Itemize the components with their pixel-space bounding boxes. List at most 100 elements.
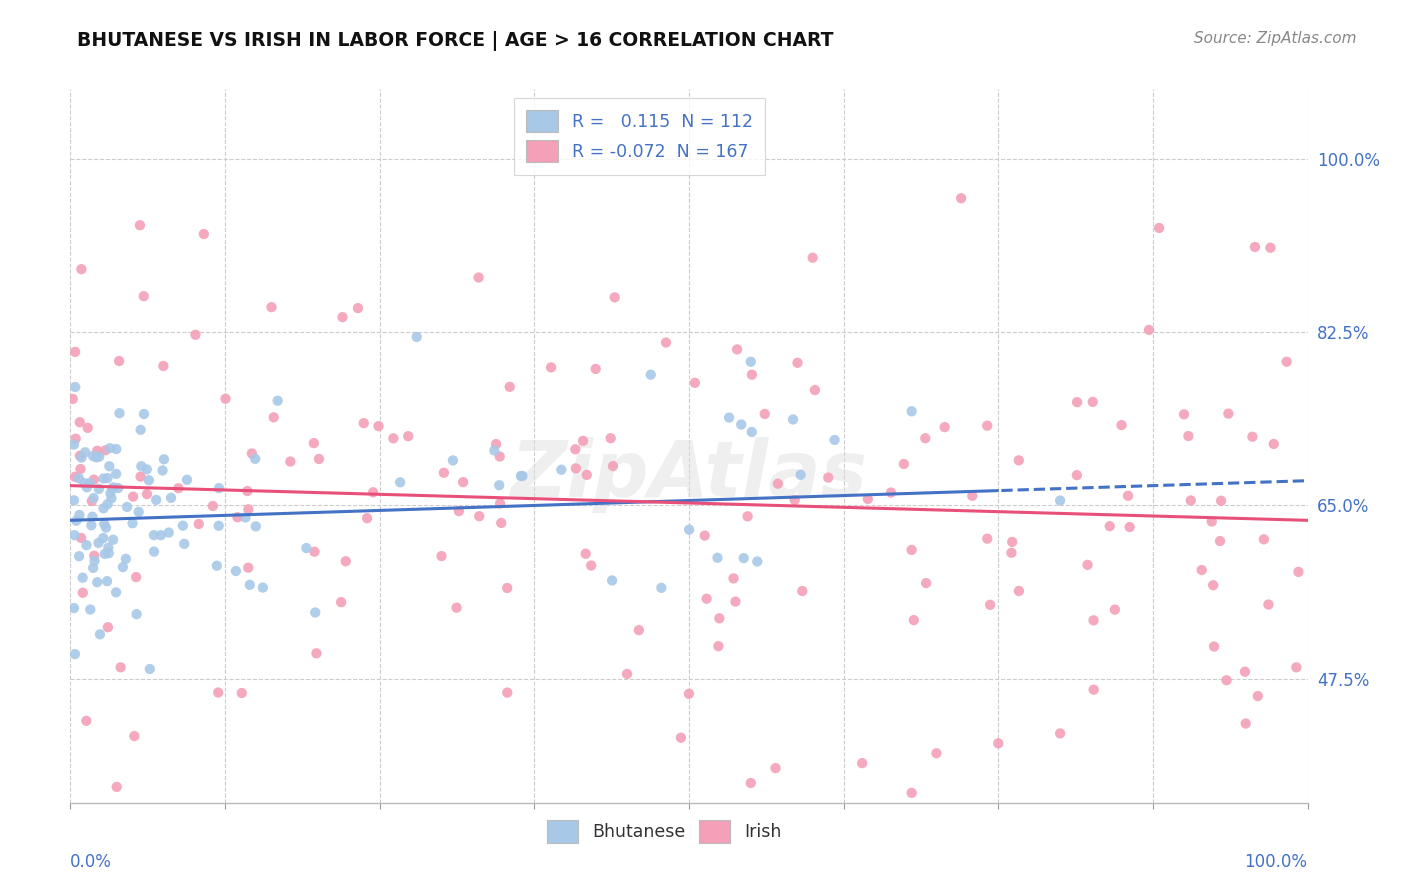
Point [575, 547, 598, 561]
Point [1234, 716, 1257, 731]
Point [489, 496, 512, 510]
Point [396, 429, 419, 443]
Point [226, 510, 249, 524]
Point [98, 441, 121, 455]
Point [1000, 546, 1022, 560]
Point [67, 471, 90, 485]
Point [240, 446, 263, 460]
Point [124, 729, 146, 743]
Point [540, 360, 562, 375]
Point [934, 420, 956, 434]
Point [754, 407, 776, 421]
Point [356, 511, 378, 525]
Point [83, 554, 105, 568]
Point [1257, 598, 1279, 612]
Point [724, 594, 747, 608]
Point [335, 554, 357, 568]
Point [585, 362, 607, 376]
Point [201, 499, 224, 513]
Point [655, 335, 678, 350]
Point [96, 471, 118, 485]
Point [157, 525, 180, 540]
Point [382, 431, 405, 445]
Point [491, 516, 513, 530]
Point [173, 537, 195, 551]
Point [1241, 430, 1264, 444]
Point [925, 746, 948, 760]
Point [100, 486, 122, 500]
Point [602, 458, 624, 473]
Point [193, 227, 215, 241]
Point [110, 660, 132, 674]
Point [1008, 453, 1031, 467]
Point [79, 476, 101, 491]
Text: Source: ZipAtlas.com: Source: ZipAtlas.com [1194, 31, 1357, 46]
Point [105, 442, 128, 456]
Point [143, 544, 166, 558]
Point [741, 368, 763, 382]
Point [75, 714, 97, 728]
Point [856, 491, 879, 506]
Point [302, 436, 325, 450]
Point [747, 554, 769, 568]
Point [987, 736, 1010, 750]
Point [512, 469, 534, 483]
Point [1083, 613, 1105, 627]
Point [76, 480, 98, 494]
Point [172, 518, 194, 533]
Point [236, 484, 259, 499]
Point [893, 457, 915, 471]
Point [129, 423, 152, 437]
Point [1111, 418, 1133, 433]
Point [142, 528, 165, 542]
Point [69, 462, 91, 476]
Point [72, 571, 94, 585]
Point [238, 560, 260, 574]
Point [295, 541, 318, 555]
Point [235, 510, 257, 524]
Point [76, 421, 98, 435]
Point [801, 251, 824, 265]
Point [76, 538, 98, 552]
Point [214, 392, 236, 406]
Point [97, 546, 120, 560]
Point [433, 466, 456, 480]
Point [231, 686, 253, 700]
Point [950, 191, 973, 205]
Point [94, 521, 117, 535]
Point [70, 262, 93, 277]
Point [723, 571, 745, 585]
Point [1253, 533, 1275, 547]
Point [509, 469, 531, 483]
Point [280, 454, 302, 468]
Point [225, 564, 247, 578]
Point [707, 639, 730, 653]
Point [63, 344, 86, 359]
Point [266, 393, 288, 408]
Point [63, 470, 86, 484]
Point [252, 581, 274, 595]
Point [136, 487, 159, 501]
Point [72, 585, 94, 599]
Point [1218, 407, 1240, 421]
Point [152, 359, 174, 373]
Point [83, 491, 105, 505]
Point [94, 443, 117, 458]
Point [1076, 558, 1098, 572]
Point [572, 434, 595, 448]
Point [63, 493, 86, 508]
Point [80, 518, 103, 533]
Point [900, 786, 922, 800]
Point [70, 450, 93, 465]
Point [122, 490, 145, 504]
Point [496, 581, 519, 595]
Point [70, 531, 93, 545]
Point [1202, 640, 1225, 654]
Point [1275, 355, 1298, 369]
Point [1285, 660, 1308, 674]
Point [447, 504, 470, 518]
Point [979, 598, 1001, 612]
Point [65, 514, 87, 528]
Point [82, 561, 104, 575]
Point [824, 433, 846, 447]
